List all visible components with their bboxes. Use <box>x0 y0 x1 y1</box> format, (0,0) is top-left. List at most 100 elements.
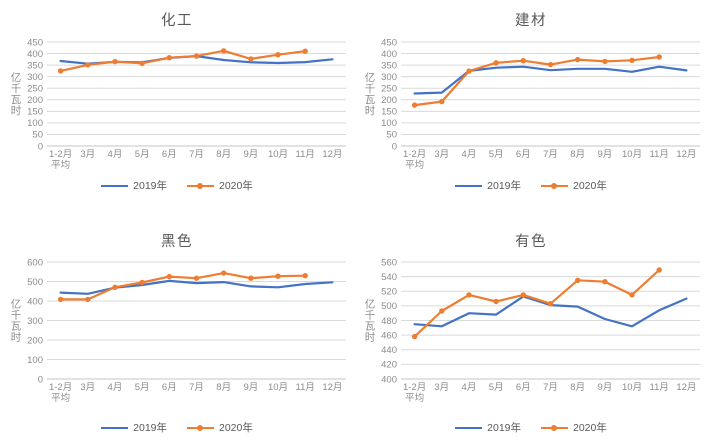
data-point-marker <box>221 48 227 54</box>
y-tick-label: 200 <box>381 95 397 106</box>
x-tick-label: 8月 <box>216 382 231 393</box>
legend-line-dot-swatch-2020 <box>187 182 214 190</box>
y-tick-label: 50 <box>32 130 43 141</box>
x-tick-label: 11月 <box>296 149 315 160</box>
series-line-2019 <box>413 295 688 328</box>
data-point-marker <box>139 279 145 286</box>
y-tick-label: 540 <box>381 272 397 283</box>
y-axis-title-char: 时 <box>11 105 22 117</box>
data-point-marker <box>112 58 118 65</box>
legend-line-dot-swatch-2020 <box>187 424 214 432</box>
y-axis-title-char: 亿 <box>11 71 22 84</box>
chart-legend: 2019年 2020年 <box>0 178 354 193</box>
x-tick-label: 5月 <box>135 149 150 160</box>
data-point-marker <box>656 54 662 60</box>
series-line-2020 <box>59 271 307 301</box>
data-point-marker <box>575 277 581 283</box>
y-axis-title-char: 瓦 <box>11 321 22 333</box>
x-tick-label: 9月 <box>243 149 258 160</box>
legend-label-2020: 2020年 <box>573 180 607 192</box>
x-tick-label: 9月 <box>597 382 612 393</box>
x-tick-label: 1-2月 <box>49 149 72 160</box>
x-tick-label: 10月 <box>268 382 288 393</box>
data-point-marker <box>602 58 608 65</box>
chart-title: 有色 <box>515 234 547 250</box>
y-tick-label: 400 <box>381 374 397 385</box>
x-tick-label: 12月 <box>676 149 696 160</box>
data-point-marker <box>547 301 554 307</box>
chart-title: 黑色 <box>161 234 193 250</box>
y-tick-label: 300 <box>27 316 43 327</box>
legend-label-2019: 2019年 <box>487 180 521 192</box>
x-tick-label: 8月 <box>570 382 585 393</box>
data-point-marker <box>439 308 445 314</box>
data-point-marker <box>466 68 472 74</box>
x-tick-label: 3月 <box>80 149 95 160</box>
chart-ferrous: 黑色 600 500 400 300 200 100 0 1-2月 平均 3月 4月 5月 6月 7月 8月… <box>0 221 354 443</box>
legend-item-2020: 2020年 <box>541 178 607 193</box>
x-tick-label: 6月 <box>162 149 177 160</box>
data-point-marker <box>248 275 254 281</box>
series-line-2020 <box>413 55 661 107</box>
y-axis-title-char: 瓦 <box>365 321 376 333</box>
y-tick-label: 200 <box>27 335 43 346</box>
y-tick-label: 0 <box>38 374 43 385</box>
legend-item-2020: 2020年 <box>541 420 607 435</box>
y-axis-title-char: 千 <box>11 310 22 322</box>
y-axis-title-char: 瓦 <box>11 94 22 106</box>
x-tick-label: 9月 <box>597 149 612 160</box>
legend-item-2019: 2019年 <box>101 420 167 435</box>
y-axis-title-char: 时 <box>11 332 22 344</box>
y-axis-title-char: 千 <box>11 83 22 95</box>
x-tick-label: 平均 <box>405 159 424 171</box>
data-point-marker <box>439 98 445 105</box>
data-point-marker <box>547 61 554 68</box>
y-tick-label: 440 <box>381 345 397 356</box>
data-point-marker <box>193 53 200 59</box>
legend-line-swatch-2019 <box>455 182 483 190</box>
series-line-2020 <box>413 268 661 338</box>
x-tick-label: 12月 <box>322 149 342 160</box>
chart-nonferrous: 有色 560 540 520 500 480 460 440 420 400 1-2月 平均 3月 4月… <box>354 221 708 443</box>
x-tick-label: 6月 <box>516 382 531 393</box>
legend-item-2019: 2019年 <box>101 178 167 193</box>
y-axis-title-char: 瓦 <box>365 94 376 106</box>
data-point-marker <box>275 273 281 279</box>
x-tick-label: 3月 <box>434 149 449 160</box>
chart-legend: 2019年 2020年 <box>354 178 708 193</box>
y-tick-label: 450 <box>381 37 397 48</box>
x-tick-label: 12月 <box>322 382 342 393</box>
chart-legend: 2019年 2020年 <box>0 420 354 435</box>
data-point-marker <box>221 270 227 276</box>
y-tick-label: 400 <box>381 49 397 60</box>
data-point-marker <box>275 52 281 58</box>
x-tick-label: 4月 <box>108 382 123 393</box>
x-tick-label: 7月 <box>189 149 204 160</box>
y-axis-title-char: 时 <box>365 105 376 117</box>
x-tick-label: 4月 <box>108 149 123 160</box>
x-tick-label: 8月 <box>570 149 585 160</box>
y-tick-label: 420 <box>381 360 397 371</box>
chart-chemical: 化工 450 400 350 300 250 200 150 100 50 0 1-2月 平均 3月 4月… <box>0 0 354 221</box>
x-tick-label: 1-2月 <box>403 382 426 393</box>
y-tick-label: 250 <box>381 84 397 95</box>
legend-label-2020: 2020年 <box>219 180 253 192</box>
data-point-marker <box>112 284 118 290</box>
data-point-marker <box>166 273 172 280</box>
y-tick-label: 300 <box>381 72 397 83</box>
y-axis-title-char: 亿 <box>365 298 376 311</box>
y-tick-label: 150 <box>381 107 397 118</box>
x-tick-label: 11月 <box>296 382 315 393</box>
y-tick-label: 350 <box>381 60 397 71</box>
y-tick-label: 560 <box>381 257 397 268</box>
chart-title: 建材 <box>515 13 547 29</box>
y-tick-label: 500 <box>27 277 43 288</box>
y-tick-label: 600 <box>27 257 43 268</box>
data-point-marker <box>629 57 635 63</box>
y-tick-label: 300 <box>27 72 43 83</box>
x-tick-label: 平均 <box>405 392 424 404</box>
